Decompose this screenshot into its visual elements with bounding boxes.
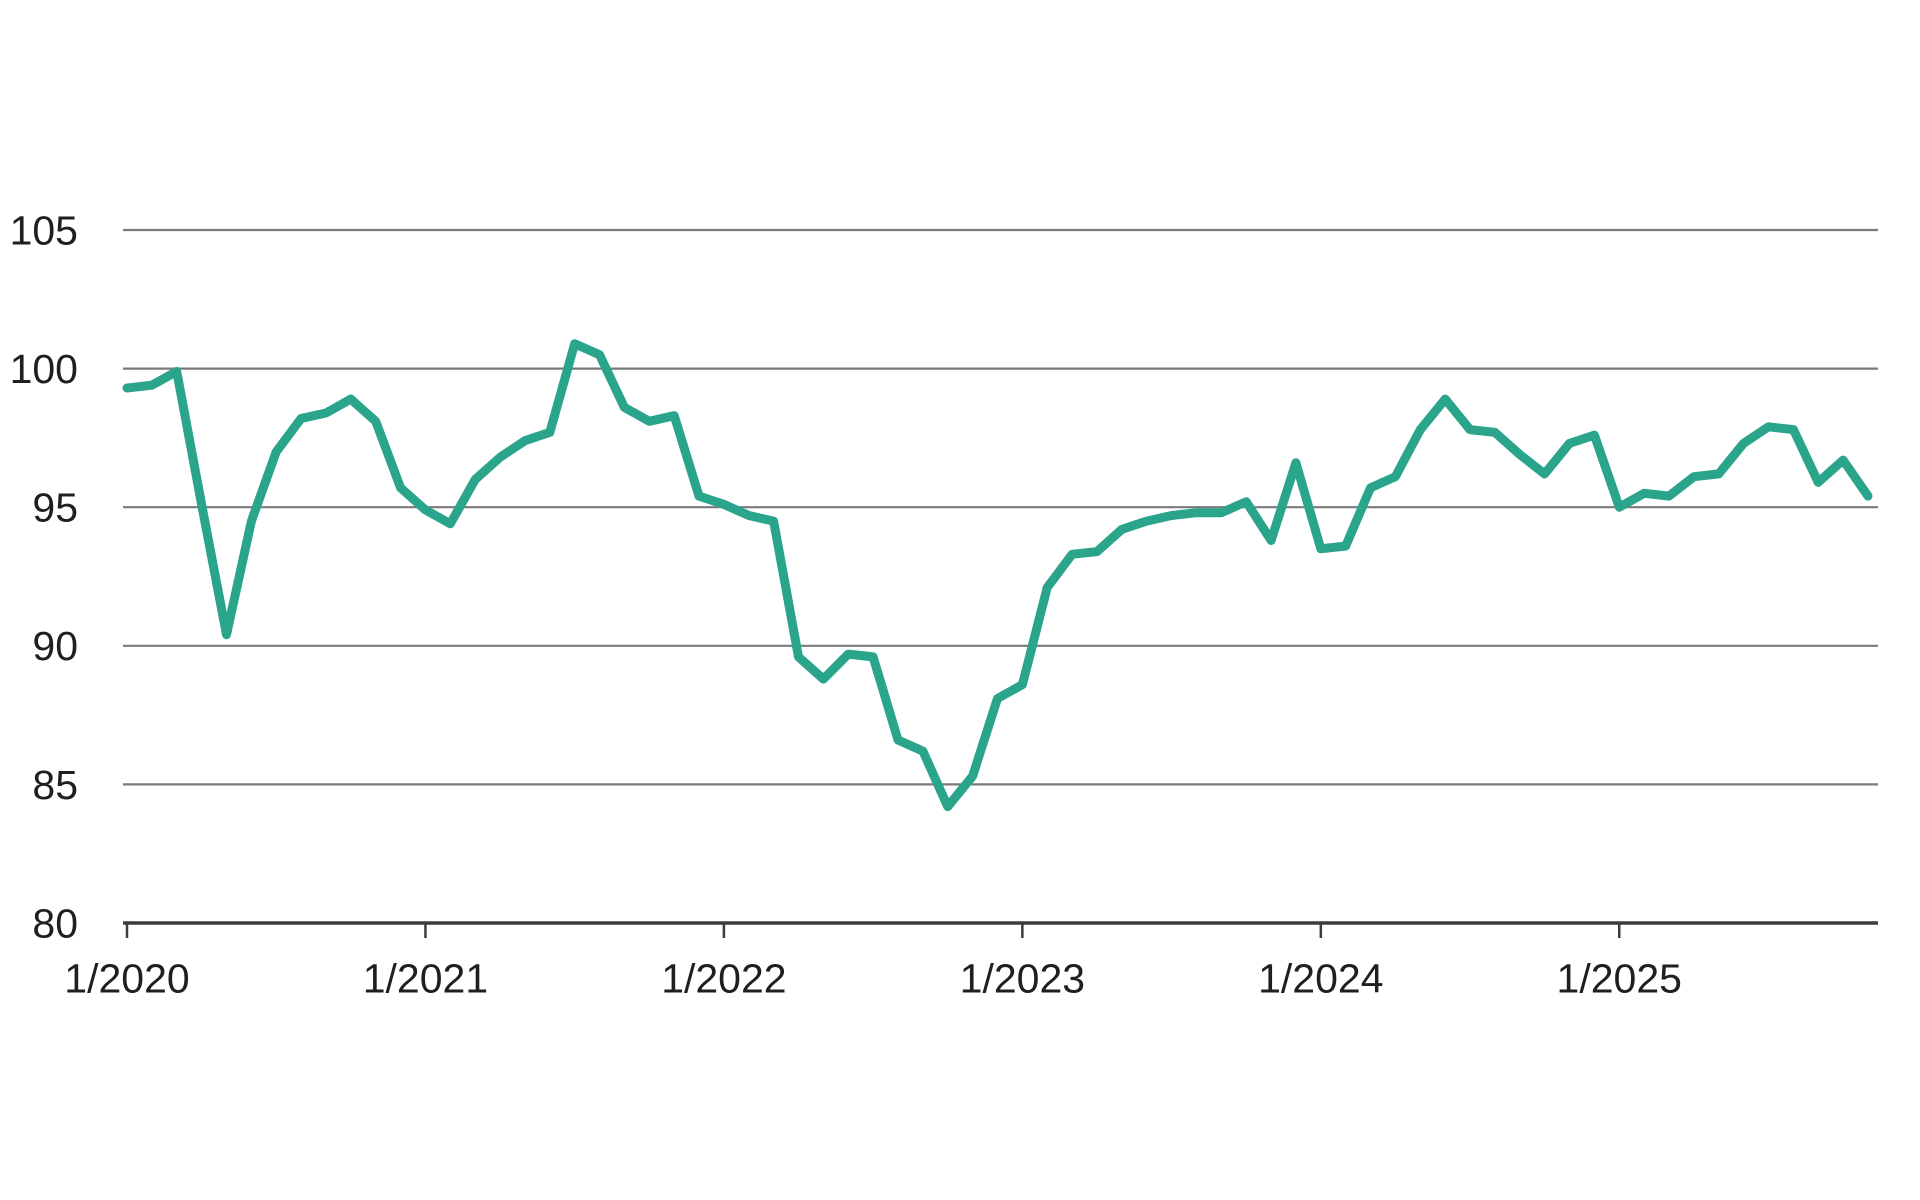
axis-labels-group: 80 85 90 95 100 105 1/2020 1/2021 1/2022 1/2023 1/… xyxy=(10,207,1682,1001)
x-axis-tick-label: 1/2021 xyxy=(363,956,488,1002)
y-axis-tick-label: 100 xyxy=(10,346,78,392)
x-axis-tick-label: 1/2025 xyxy=(1557,956,1682,1002)
data-series-group xyxy=(122,339,1873,812)
gridlines-group xyxy=(123,228,1878,786)
x-axis-group xyxy=(123,921,1878,938)
y-axis-tick-label: 80 xyxy=(32,900,78,946)
y-axis-tick-label: 85 xyxy=(32,762,78,808)
x-axis-tick-label: 1/2024 xyxy=(1258,956,1383,1002)
data-line xyxy=(122,339,1873,812)
y-axis-tick-label: 90 xyxy=(32,623,78,669)
x-axis-tick-label: 1/2020 xyxy=(64,956,189,1002)
y-axis-tick-label: 95 xyxy=(32,485,78,531)
y-axis-tick-label: 105 xyxy=(10,207,78,253)
x-axis-tick-label: 1/2023 xyxy=(960,956,1085,1002)
x-axis-tick-label: 1/2022 xyxy=(661,956,786,1002)
